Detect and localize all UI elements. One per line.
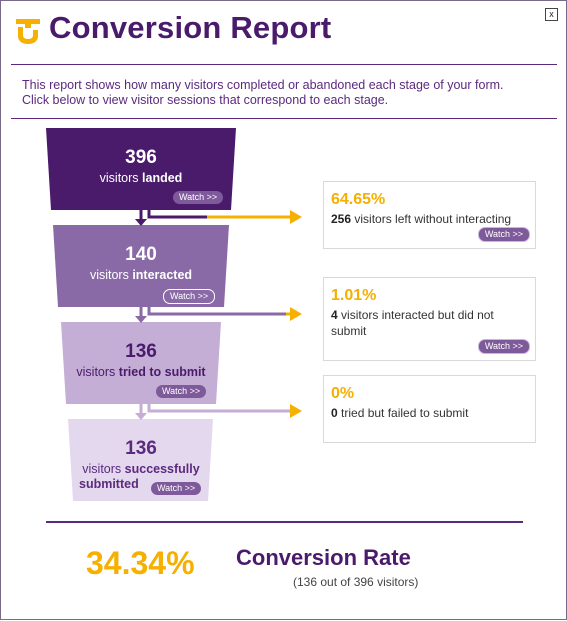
funnel-stage-tried-to-submit: 136 visitors tried to submit [63,341,219,379]
dropoff-card-tried: 0% 0 tried but failed to submit [323,375,536,443]
formstack-logo-icon [16,19,40,44]
dropoff-arrow-3-icon [290,404,302,418]
stage-label-line-2: submitted [79,477,139,491]
intro-divider [11,118,557,119]
stage-label: visitors successfully [82,462,200,476]
watch-dropoff-landed-button[interactable]: Watch >> [477,227,530,242]
funnel-stage-4-shape [68,419,213,501]
funnel-stage-3-shape [61,322,221,404]
funnel-stage-2-shape [53,225,229,307]
funnel-stage-submitted: 136 visitors successfully [71,438,211,476]
intro-line-2: Click below to view visitor sessions tha… [22,93,389,107]
conversion-rate-detail: (136 out of 396 visitors) [293,575,419,589]
stage-label: visitors landed [99,171,183,185]
header-divider [11,64,557,65]
watch-landed-button[interactable]: Watch >> [173,191,224,204]
dropoff-text: 0 tried but failed to submit [331,406,469,420]
dropoff-percent: 64.65% [331,191,386,208]
summary-divider [46,521,523,523]
conversion-rate-value: 34.34% [86,545,195,581]
stage-count: 136 [125,438,157,459]
dropoff-card-landed: 64.65% 256 visitors left without interac… [323,181,536,249]
funnel-stage-1-shape [46,128,236,210]
dropoff-text: 256 visitors left without interacting [331,212,512,226]
stage-count: 396 [125,147,157,168]
watch-dropoff-interacted-button[interactable]: Watch >> [477,339,530,354]
watch-tried-button[interactable]: Watch >> [156,385,207,398]
watch-interacted-button[interactable]: Watch >> [163,289,216,304]
close-button[interactable]: x [545,8,558,21]
stage-count: 136 [125,341,157,362]
intro-line-1: This report shows how many visitors comp… [22,78,504,92]
dropoff-percent: 0% [331,385,355,402]
stage-count: 140 [125,244,157,265]
down-arrow-2-icon [135,316,147,323]
stage-label: visitors tried to submit [76,365,206,379]
dropoff-arrow-1-icon [290,210,302,224]
dropoff-percent: 1.01% [331,287,377,304]
down-arrow-3-icon [135,413,147,420]
page-title: Conversion Report [49,10,332,45]
dropoff-card-interacted: 1.01% 4 visitors interacted but did not … [323,277,536,361]
dropoff-arrow-2-icon [290,307,302,321]
funnel-stage-landed: 396 visitors landed [51,147,231,185]
conversion-rate-title: Conversion Rate [236,545,411,570]
stage-label: visitors interacted [89,268,193,282]
dropoff-text: 4 visitors interacted but did not submit [331,308,494,338]
funnel-stage-interacted: 140 visitors interacted [56,244,226,282]
down-arrow-1-icon [135,219,147,226]
watch-submitted-button[interactable]: Watch >> [151,482,202,495]
intro-text: This report shows how many visitors comp… [22,78,542,108]
